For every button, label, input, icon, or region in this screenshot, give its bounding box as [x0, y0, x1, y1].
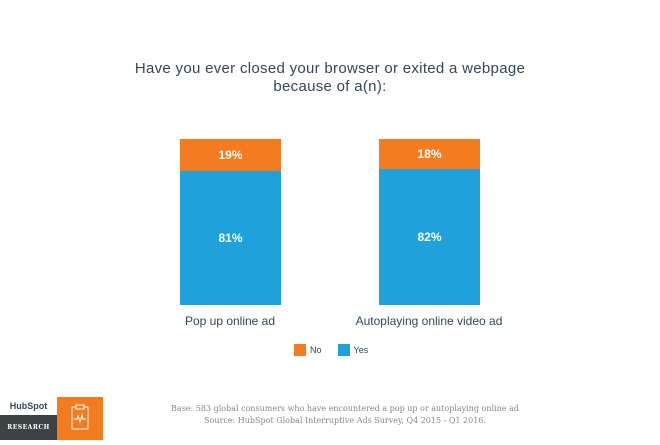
legend-swatch-no	[294, 344, 306, 356]
data-label: 81%	[218, 230, 243, 245]
data-label: 18%	[417, 146, 442, 161]
footer-base: Base: 583 global consumers who have enco…	[171, 404, 519, 413]
bar-yes-0: 81%	[180, 170, 281, 305]
legend: No Yes	[294, 344, 368, 356]
bar-no-0: 19%	[180, 139, 281, 171]
legend-label-no: No	[310, 345, 322, 355]
hubspot-logo: HubSpot	[9, 401, 48, 411]
bar-yes-1: 82%	[379, 168, 480, 305]
clipboard-icon	[57, 397, 103, 440]
bar-no-1: 18%	[379, 139, 480, 169]
category-label: Autoplaying online video ad	[355, 314, 503, 328]
title-line-1: Have you ever closed your browser or exi…	[134, 60, 526, 77]
category-label: Pop up online ad	[184, 314, 276, 328]
footer-note: Base: 583 global consumers who have enco…	[140, 403, 550, 427]
research-label: RESEARCH	[0, 415, 57, 440]
data-label: 82%	[417, 229, 442, 244]
legend-swatch-yes	[337, 344, 350, 356]
chart-title: Have you ever closed your browser or exi…	[0, 60, 660, 96]
legend-label-yes: Yes	[353, 345, 369, 355]
title-line-2: because of a(n):	[273, 78, 387, 95]
data-label: 19%	[218, 147, 243, 162]
footer-source: Source: HubSpot Global Interruptive Ads …	[204, 416, 486, 425]
